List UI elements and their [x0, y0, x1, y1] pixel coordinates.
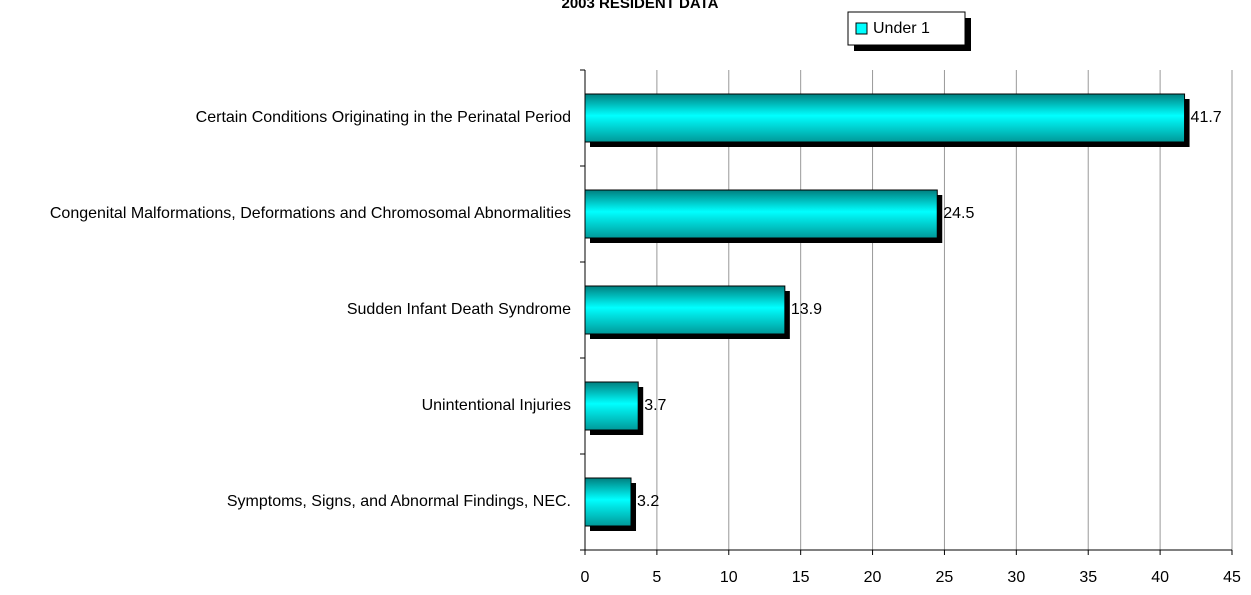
y-tick-label: Symptoms, Signs, and Abnormal Findings, …: [227, 493, 571, 510]
data-label: 3.7: [644, 397, 666, 414]
x-tick-label: 10: [720, 569, 738, 586]
data-label: 3.2: [637, 493, 659, 510]
x-tick-label: 40: [1151, 569, 1169, 586]
chart-title: 2003 RESIDENT DATA: [562, 0, 719, 12]
bar: [584, 477, 632, 527]
legend-swatch: [855, 22, 868, 35]
data-label: 24.5: [943, 205, 974, 222]
x-tick-label: 0: [581, 569, 590, 586]
x-tick-label: 35: [1079, 569, 1097, 586]
bar: [584, 285, 786, 335]
x-tick-label: 30: [1007, 569, 1025, 586]
x-tick-label: 45: [1223, 569, 1241, 586]
y-tick-label: Unintentional Injuries: [422, 397, 571, 414]
bar: [584, 93, 1186, 143]
legend-label: Under 1: [873, 20, 930, 37]
bar: [584, 189, 938, 239]
y-tick-label: Certain Conditions Originating in the Pe…: [196, 109, 571, 126]
x-tick-label: 15: [792, 569, 810, 586]
bar: [584, 381, 639, 431]
x-tick-label: 20: [864, 569, 882, 586]
data-label: 41.7: [1191, 109, 1222, 126]
y-tick-label: Sudden Infant Death Syndrome: [347, 301, 571, 318]
data-label: 13.9: [791, 301, 822, 318]
y-tick-label: Congenital Malformations, Deformations a…: [50, 205, 571, 222]
x-tick-label: 25: [936, 569, 954, 586]
x-tick-label: 5: [652, 569, 661, 586]
